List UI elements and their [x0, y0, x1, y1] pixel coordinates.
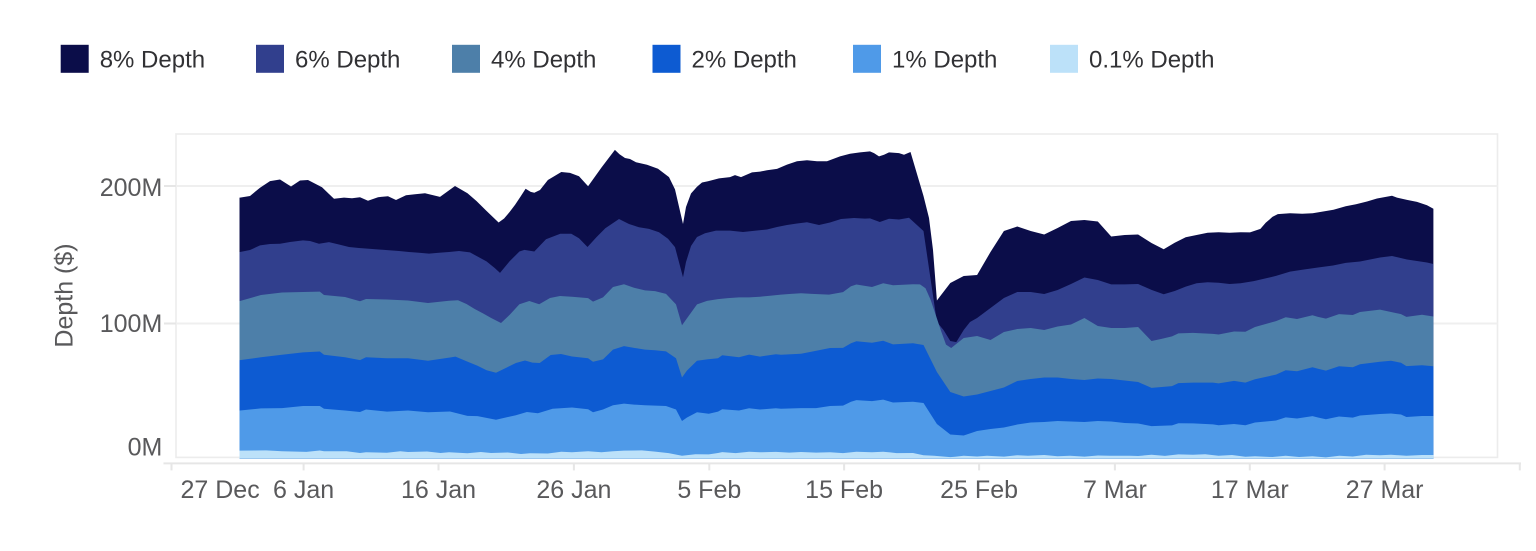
svg-text:0M: 0M: [128, 434, 163, 462]
svg-text:15 Feb: 15 Feb: [805, 476, 883, 504]
svg-text:6 Jan: 6 Jan: [273, 476, 334, 504]
svg-text:Depth ($): Depth ($): [51, 243, 79, 347]
svg-text:16 Jan: 16 Jan: [401, 476, 476, 504]
svg-text:1% Depth: 1% Depth: [892, 46, 997, 73]
svg-text:4% Depth: 4% Depth: [491, 46, 596, 73]
svg-text:7 Mar: 7 Mar: [1083, 476, 1147, 504]
svg-text:8% Depth: 8% Depth: [100, 46, 205, 73]
svg-text:200M: 200M: [100, 174, 163, 202]
svg-text:27 Mar: 27 Mar: [1346, 476, 1424, 504]
svg-text:100M: 100M: [100, 310, 163, 338]
svg-text:5 Feb: 5 Feb: [677, 476, 741, 504]
svg-text:0.1% Depth: 0.1% Depth: [1089, 46, 1214, 73]
svg-text:17 Mar: 17 Mar: [1211, 476, 1289, 504]
svg-text:27 Dec: 27 Dec: [181, 476, 260, 504]
svg-text:6% Depth: 6% Depth: [295, 46, 400, 73]
svg-text:26 Jan: 26 Jan: [536, 476, 611, 504]
svg-text:2% Depth: 2% Depth: [692, 46, 797, 73]
svg-text:25 Feb: 25 Feb: [940, 476, 1018, 504]
